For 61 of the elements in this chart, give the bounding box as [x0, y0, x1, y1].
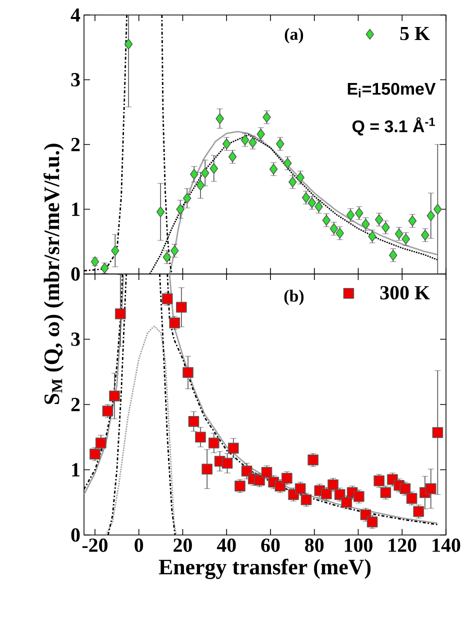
x-tick-label: 100 — [344, 538, 372, 552]
y-tick-label: 3 — [71, 73, 80, 86]
point — [156, 206, 165, 218]
point — [341, 496, 352, 508]
y-tick-label: 1 — [72, 463, 80, 476]
point — [182, 192, 192, 204]
point — [188, 416, 200, 427]
point — [190, 168, 198, 180]
line-series — [105, 325, 177, 535]
point — [115, 308, 126, 320]
x-tick-label: 120 — [388, 538, 416, 552]
x-tick-label: -20 — [82, 538, 108, 552]
point — [254, 474, 265, 486]
annotation: (a) — [284, 28, 304, 44]
point — [124, 38, 133, 50]
y-tick-label: 3 — [71, 332, 80, 346]
point — [111, 245, 120, 256]
point — [196, 180, 205, 191]
y-tick-label: 2 — [71, 398, 80, 412]
y-tick-label: 2 — [71, 138, 80, 152]
point — [202, 464, 212, 474]
legend-label: 300 K — [380, 286, 430, 300]
legend-label: 5 K — [400, 26, 430, 40]
x-axis-title: Energy transfer (meV) — [158, 558, 371, 580]
point — [176, 204, 184, 215]
y-tick-label: 4 — [70, 8, 80, 22]
point — [95, 438, 106, 448]
point — [109, 390, 120, 402]
point — [195, 432, 206, 443]
point — [222, 458, 233, 469]
annotation: Q = 3.1 Å$^{-1}$ — [352, 117, 435, 136]
point — [176, 302, 187, 313]
x-tick-label: 0 — [134, 538, 144, 552]
x-tick-label: 60 — [261, 538, 280, 552]
point — [182, 367, 194, 378]
x-tick-label: 40 — [216, 538, 236, 552]
point — [300, 494, 312, 506]
point — [434, 204, 442, 215]
annotation: (b) — [284, 290, 304, 306]
point — [216, 113, 224, 124]
x-tick-label: 140 — [432, 538, 460, 552]
point — [210, 163, 218, 174]
point — [328, 479, 338, 490]
x-tick-label: 80 — [305, 538, 324, 552]
point — [432, 427, 444, 438]
point — [169, 318, 180, 328]
point — [261, 466, 272, 478]
point — [228, 442, 239, 454]
point — [425, 483, 436, 494]
y-tick-label: 0 — [71, 528, 80, 542]
y-tick-label: 0 — [71, 267, 80, 281]
point — [208, 438, 220, 448]
x-tick-label: 20 — [174, 538, 192, 552]
y-axis-title: S$_{M}$ (Q, ω) (mbr/sr/meV/f.u.) — [44, 144, 64, 404]
point — [308, 454, 318, 466]
point — [366, 516, 378, 528]
point — [162, 293, 173, 304]
point — [426, 210, 436, 222]
y-tick-label: 1 — [72, 202, 80, 216]
annotation: E$_{i}$=150meV — [348, 82, 436, 98]
point — [200, 168, 210, 178]
